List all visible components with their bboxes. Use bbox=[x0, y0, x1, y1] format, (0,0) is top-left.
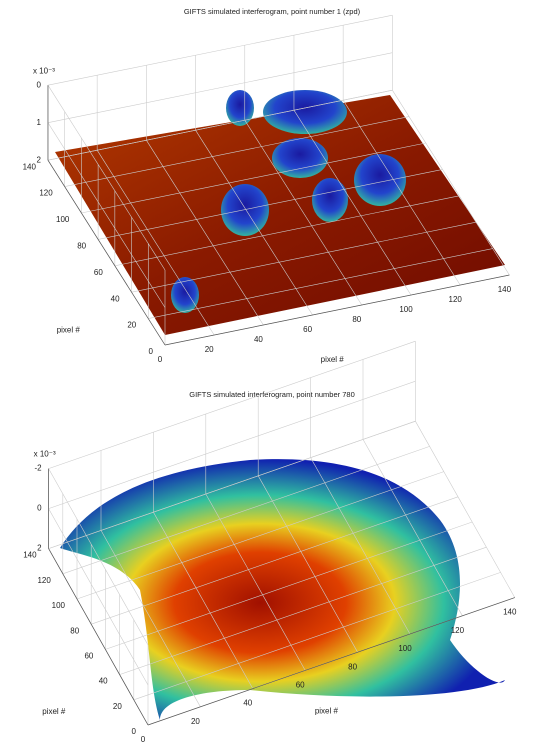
z-tick-label: 1 bbox=[37, 118, 42, 127]
x-tick-label: 60 bbox=[303, 325, 312, 334]
x-tick-label: 80 bbox=[352, 315, 361, 324]
surface-1 bbox=[55, 90, 505, 335]
x-tick-label: 140 bbox=[498, 285, 512, 294]
grid-line bbox=[48, 15, 392, 85]
grid-line bbox=[49, 341, 416, 468]
x-axis-label: pixel # bbox=[315, 706, 339, 715]
y-tick-label: 140 bbox=[23, 551, 37, 560]
chart-title: GIFTS simulated interferogram, point num… bbox=[184, 7, 361, 16]
y-tick-label: 0 bbox=[132, 727, 137, 736]
x-tick-label: 140 bbox=[503, 608, 517, 617]
y-tick-label: 100 bbox=[52, 601, 66, 610]
z-multiplier: x 10⁻³ bbox=[33, 66, 55, 75]
x-tick-label: 20 bbox=[191, 717, 200, 726]
x-tick-label: 60 bbox=[296, 681, 305, 690]
z-tick-label: 2 bbox=[37, 155, 42, 164]
z-tick-label: 0 bbox=[37, 504, 42, 513]
x-tick-label: 120 bbox=[451, 626, 465, 635]
y-tick-label: 140 bbox=[23, 162, 37, 171]
z-tick-label: -2 bbox=[34, 464, 42, 473]
y-axis-label: pixel # bbox=[42, 707, 66, 716]
y-tick-label: 60 bbox=[94, 268, 103, 277]
y-tick-label: 0 bbox=[149, 347, 154, 356]
y-tick-label: 20 bbox=[127, 321, 136, 330]
x-tick-label: 0 bbox=[141, 735, 146, 744]
figure: GIFTS simulated interferogram, point num… bbox=[0, 0, 545, 753]
z-multiplier: x 10⁻³ bbox=[34, 450, 56, 459]
y-tick-label: 80 bbox=[77, 242, 86, 251]
x-tick-label: 40 bbox=[254, 335, 263, 344]
chart-title: GIFTS simulated interferogram, point num… bbox=[189, 390, 355, 399]
y-tick-label: 60 bbox=[84, 652, 93, 661]
z-tick-label: 2 bbox=[37, 544, 42, 553]
y-tick-label: 40 bbox=[99, 677, 108, 686]
x-tick-label: 100 bbox=[399, 305, 413, 314]
x-tick-label: 80 bbox=[348, 662, 357, 671]
x-tick-label: 0 bbox=[158, 355, 163, 364]
z-tick-label: 0 bbox=[37, 80, 42, 89]
y-tick-label: 100 bbox=[56, 215, 70, 224]
x-tick-label: 100 bbox=[398, 644, 412, 653]
x-tick-label: 120 bbox=[449, 295, 463, 304]
x-axis-label: pixel # bbox=[321, 355, 345, 364]
y-axis-label: pixel # bbox=[57, 326, 81, 335]
x-tick-label: 20 bbox=[205, 345, 214, 354]
y-tick-label: 20 bbox=[113, 702, 122, 711]
y-tick-label: 40 bbox=[111, 294, 120, 303]
y-tick-label: 120 bbox=[39, 189, 53, 198]
y-tick-label: 80 bbox=[70, 626, 79, 635]
surface-2 bbox=[60, 459, 505, 720]
y-tick-label: 120 bbox=[37, 576, 51, 585]
x-tick-label: 40 bbox=[243, 699, 252, 708]
